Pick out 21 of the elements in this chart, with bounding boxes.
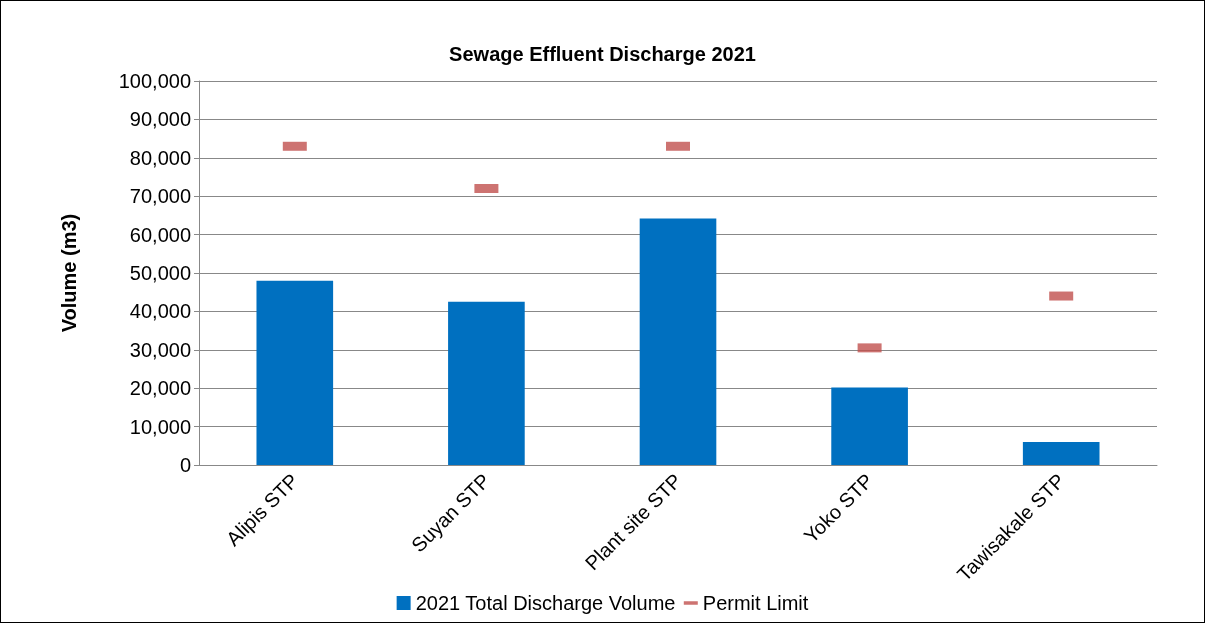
y-tick-label: 60,000 xyxy=(129,223,191,246)
y-tick-label: 10,000 xyxy=(129,415,191,438)
x-tick-label: Yoko STP xyxy=(799,469,878,548)
y-tick-label: 50,000 xyxy=(129,262,191,284)
y-axis-title: Volume (m3) xyxy=(58,213,80,333)
y-tick-label: 90,000 xyxy=(129,108,191,131)
y-tick-label: 40,000 xyxy=(129,300,191,323)
legend-label: 2021 Total Discharge Volume xyxy=(415,592,676,614)
y-tick-label: 30,000 xyxy=(129,338,191,361)
y-tick-label: 20,000 xyxy=(129,377,191,400)
y-tick-label: 0 xyxy=(179,454,191,476)
bar xyxy=(639,218,717,465)
chart-title: Sewage Effluent Discharge 2021 xyxy=(449,43,756,65)
bar xyxy=(448,301,525,465)
y-tick-label: 70,000 xyxy=(129,185,191,208)
legend-label: Permit Limit xyxy=(702,592,809,614)
y-tick-label: 80,000 xyxy=(129,146,191,169)
y-tick-label: 100,000 xyxy=(118,70,191,92)
bar xyxy=(1022,441,1100,465)
bar xyxy=(831,387,908,465)
bar xyxy=(256,280,334,465)
